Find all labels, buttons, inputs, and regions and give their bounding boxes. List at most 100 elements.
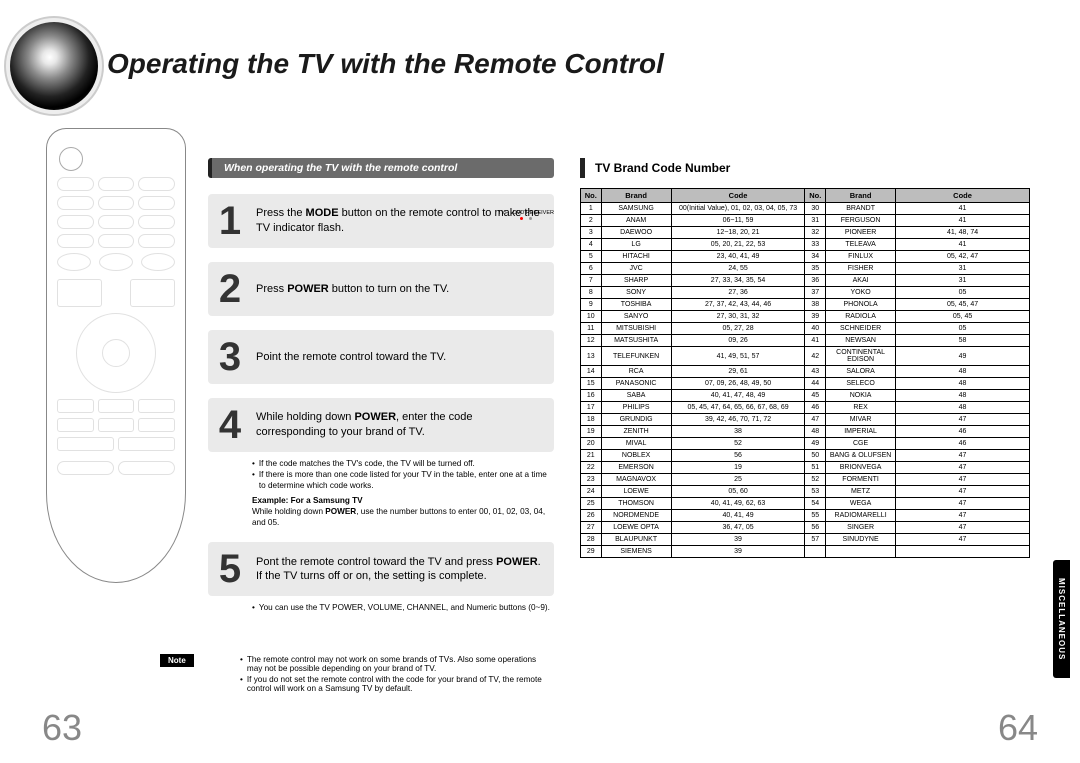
table-cell: 42 (805, 347, 826, 366)
table-cell: 48 (896, 378, 1030, 390)
table-cell: LOEWE (601, 486, 671, 498)
table-row: 11MITSUBISHI05, 27, 2840SCHNEIDER05 (581, 323, 1030, 335)
table-cell: 48 (896, 366, 1030, 378)
table-cell: NORDMENDE (601, 510, 671, 522)
table-cell: RADIOLA (826, 311, 896, 323)
table-cell: 05, 20, 21, 22, 53 (671, 239, 805, 251)
table-cell: 48 (805, 426, 826, 438)
speaker-icon (10, 22, 98, 110)
table-cell: 47 (896, 510, 1030, 522)
table-cell: 13 (581, 347, 602, 366)
table-cell: 05 (896, 287, 1030, 299)
table-row: 15PANASONIC07, 09, 26, 48, 49, 5044SELEC… (581, 378, 1030, 390)
table-row: 20MIVAL5249CGE46 (581, 438, 1030, 450)
table-row: 29SIEMENS39 (581, 546, 1030, 558)
table-cell: 20 (581, 438, 602, 450)
table-row: 10SANYO27, 30, 31, 3239RADIOLA05, 45 (581, 311, 1030, 323)
table-cell: 15 (581, 378, 602, 390)
table-cell: LOEWE OPTA (601, 522, 671, 534)
table-cell: PHONOLA (826, 299, 896, 311)
table-cell: SANYO (601, 311, 671, 323)
table-cell: 57 (805, 534, 826, 546)
table-cell: 6 (581, 263, 602, 275)
table-cell: SINUDYNE (826, 534, 896, 546)
note-list: The remote control may not work on some … (240, 655, 550, 693)
step-3: 3 Point the remote control toward the TV… (208, 330, 554, 384)
page-number-right: 64 (998, 707, 1038, 749)
step-5-notes: You can use the TV POWER, VOLUME, CHANNE… (252, 602, 554, 613)
table-cell: 05, 42, 47 (896, 251, 1030, 263)
table-cell: 24, 55 (671, 263, 805, 275)
table-cell: 35 (805, 263, 826, 275)
note-section: Note The remote control may not work on … (130, 655, 550, 695)
table-cell: REX (826, 402, 896, 414)
table-cell: NOKIA (826, 390, 896, 402)
table-cell: 39 (671, 534, 805, 546)
table-cell: MITSUBISHI (601, 323, 671, 335)
table-cell: TELEAVA (826, 239, 896, 251)
table-cell: 25 (671, 474, 805, 486)
table-cell: BRANDT (826, 203, 896, 215)
table-row: 25THOMSON40, 41, 49, 62, 6354WEGA47 (581, 498, 1030, 510)
table-cell (896, 546, 1030, 558)
table-header-cell: Code (896, 189, 1030, 203)
table-cell: 47 (896, 534, 1030, 546)
table-cell: 06~11, 59 (671, 215, 805, 227)
table-cell: 30 (805, 203, 826, 215)
table-cell: 56 (671, 450, 805, 462)
table-cell: 37 (805, 287, 826, 299)
codes-column: TV Brand Code Number No.BrandCodeNo.Bran… (580, 158, 1030, 558)
table-row: 24LOEWE05, 6053METZ47 (581, 486, 1030, 498)
table-cell: 55 (805, 510, 826, 522)
table-cell: 27, 33, 34, 35, 54 (671, 275, 805, 287)
table-cell: 21 (581, 450, 602, 462)
table-cell: 05, 45, 47 (896, 299, 1030, 311)
table-cell: 31 (896, 275, 1030, 287)
table-cell: FERGUSON (826, 215, 896, 227)
table-cell: 05, 45, 47, 64, 65, 66, 67, 68, 69 (671, 402, 805, 414)
step-text: Point the remote control toward the TV. (256, 350, 446, 365)
table-cell: 48 (896, 402, 1030, 414)
table-cell: FORMENTI (826, 474, 896, 486)
table-cell: 24 (581, 486, 602, 498)
table-cell: ZENITH (601, 426, 671, 438)
table-row: 19ZENITH3848IMPERIAL46 (581, 426, 1030, 438)
table-cell: 05, 60 (671, 486, 805, 498)
table-cell: SHARP (601, 275, 671, 287)
table-cell: 1 (581, 203, 602, 215)
table-cell: 11 (581, 323, 602, 335)
table-row: 18GRUNDIG39, 42, 46, 70, 71, 7247MIVAR47 (581, 414, 1030, 426)
page-number-left: 63 (42, 707, 82, 749)
table-cell: TELEFUNKEN (601, 347, 671, 366)
table-row: 13TELEFUNKEN41, 49, 51, 5742CONTINENTAL … (581, 347, 1030, 366)
table-cell: SELECO (826, 378, 896, 390)
table-cell: 2 (581, 215, 602, 227)
table-cell: 28 (581, 534, 602, 546)
table-cell: 46 (896, 426, 1030, 438)
table-cell: THOMSON (601, 498, 671, 510)
table-cell: 26 (581, 510, 602, 522)
table-cell: BLAUPUNKT (601, 534, 671, 546)
table-cell: 34 (805, 251, 826, 263)
table-row: 22EMERSON1951BRIONVEGA47 (581, 462, 1030, 474)
table-cell: 27 (581, 522, 602, 534)
table-cell: MIVAL (601, 438, 671, 450)
table-row: 9TOSHIBA27, 37, 42, 43, 44, 4638PHONOLA0… (581, 299, 1030, 311)
table-cell: 47 (896, 498, 1030, 510)
table-cell: 46 (805, 402, 826, 414)
table-cell: 5 (581, 251, 602, 263)
table-cell: 47 (896, 486, 1030, 498)
table-cell: 12 (581, 335, 602, 347)
table-cell: PIONEER (826, 227, 896, 239)
table-row: 23MAGNAVOX2552FORMENTI47 (581, 474, 1030, 486)
table-cell: BANG & OLUFSEN (826, 450, 896, 462)
step-text: While holding down POWER, enter the code… (256, 410, 544, 440)
table-cell: 05, 45 (896, 311, 1030, 323)
table-cell: LG (601, 239, 671, 251)
table-cell: 12~18, 20, 21 (671, 227, 805, 239)
step-2: 2 Press POWER button to turn on the TV. (208, 262, 554, 316)
table-cell: PANASONIC (601, 378, 671, 390)
table-cell: 52 (805, 474, 826, 486)
step-number: 4 (214, 405, 246, 445)
table-cell: 40 (805, 323, 826, 335)
